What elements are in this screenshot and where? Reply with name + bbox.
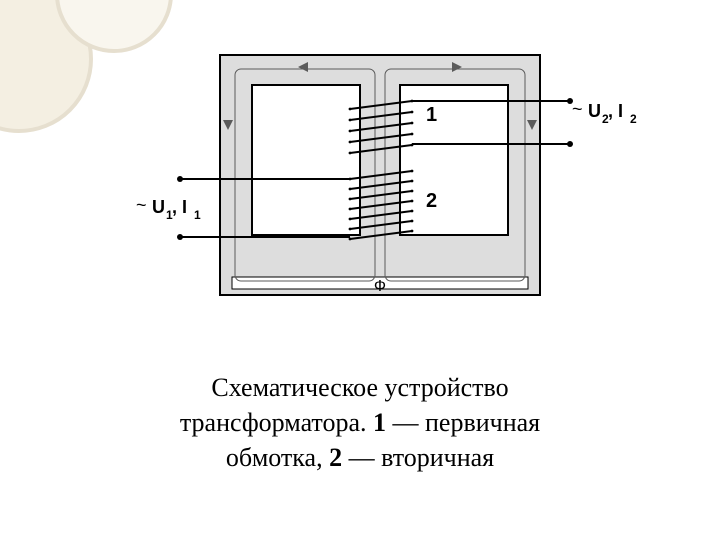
svg-text:, I: , I	[608, 101, 623, 121]
caption-line: Схематическое устройство	[0, 370, 720, 405]
svg-text:1: 1	[426, 104, 437, 126]
svg-text:Ф: Ф	[374, 278, 386, 295]
svg-text:~: ~	[572, 99, 583, 119]
caption-line: трансформатора. 1 — первичная	[0, 405, 720, 440]
svg-text:U: U	[152, 197, 165, 217]
caption-line: обмотка, 2 — вторичная	[0, 440, 720, 475]
svg-text:~: ~	[136, 195, 147, 215]
svg-text:U: U	[588, 101, 601, 121]
caption: Схематическое устройствотрансформатора. …	[0, 370, 720, 475]
svg-text:2: 2	[426, 190, 437, 212]
svg-text:, I: , I	[172, 197, 187, 217]
transformer-diagram: 12~U1, I1~U2, I2Ф	[200, 35, 560, 315]
svg-text:1: 1	[194, 208, 201, 222]
svg-text:2: 2	[630, 112, 637, 126]
